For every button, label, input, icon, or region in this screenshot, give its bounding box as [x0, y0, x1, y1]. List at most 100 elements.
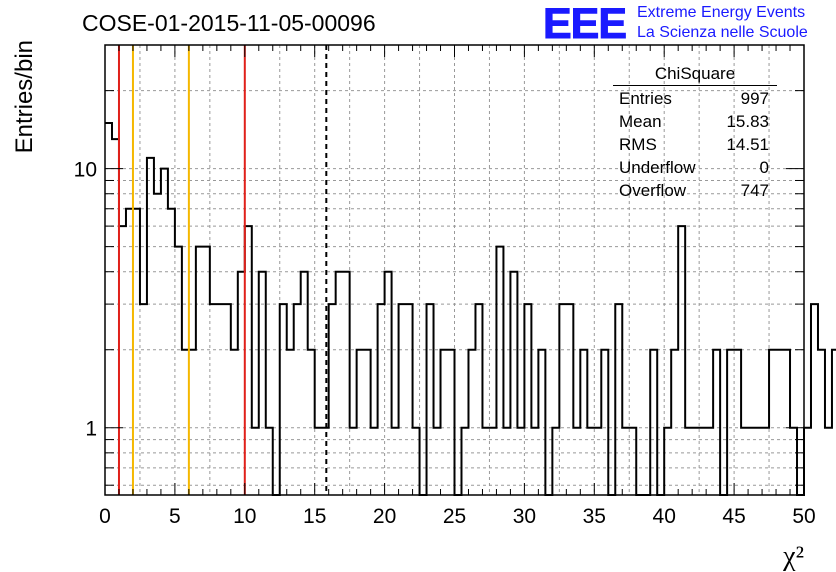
stats-box: ChiSquare Entries 997 Mean 15.83 RMS 14.… — [611, 64, 779, 202]
x-tick-label: 25 — [443, 505, 466, 528]
histogram-bin — [762, 428, 769, 495]
histogram-bin — [189, 350, 196, 495]
histogram-bin — [350, 428, 357, 495]
histogram-bin — [294, 304, 301, 495]
x-tick-label: 10 — [233, 505, 256, 528]
histogram-bin — [336, 272, 343, 495]
stats-label: Overflow — [619, 181, 687, 200]
histogram-bin — [573, 428, 580, 495]
histogram-bin — [259, 272, 266, 495]
histogram-bin — [357, 350, 364, 495]
x-tick-label: 20 — [373, 505, 396, 528]
histogram-bin — [126, 209, 133, 495]
stats-value: 15.83 — [726, 112, 769, 131]
histogram-bin — [175, 247, 182, 495]
histogram-bin — [385, 272, 392, 495]
axis-ticks — [104, 44, 805, 495]
histogram-bin — [671, 350, 678, 495]
histogram-bin — [678, 226, 685, 495]
stats-row-overflow: Overflow 747 — [611, 179, 779, 202]
histogram-bin — [119, 226, 126, 495]
stats-label: Mean — [619, 112, 662, 131]
y-axis-title: Entries/bin — [11, 40, 38, 153]
histogram-bin — [329, 304, 336, 495]
stats-row-entries: Entries 997 — [611, 87, 779, 110]
histogram-bin — [427, 304, 434, 495]
histogram-bin — [147, 158, 154, 495]
x-tick-label: 50 — [792, 505, 815, 528]
logo-line-2: La Scienza nelle Scuole — [637, 24, 808, 41]
histogram-bin — [371, 428, 378, 495]
histogram-bin — [413, 428, 420, 495]
histogram-bin — [818, 350, 825, 495]
histogram-bin — [699, 428, 706, 495]
y-tick-label: 10 — [74, 159, 97, 182]
histogram-bin — [748, 428, 755, 495]
histogram-bin — [378, 304, 385, 495]
histogram-bin — [399, 304, 406, 495]
histogram-series — [105, 121, 836, 496]
histogram-bin — [238, 272, 245, 495]
histogram-bin — [538, 350, 545, 495]
x-axis-title: χ² — [782, 541, 804, 572]
histogram-bin — [727, 350, 734, 495]
histogram-bin — [245, 226, 252, 495]
stats-label: RMS — [619, 135, 657, 154]
stats-title: ChiSquare — [613, 64, 777, 86]
histogram-bin — [594, 428, 601, 495]
histogram-bin — [482, 428, 489, 495]
histogram-bin — [692, 428, 699, 495]
histogram-bin — [434, 428, 441, 495]
histogram-bin — [706, 428, 713, 495]
stats-value: 997 — [740, 89, 769, 108]
histogram-bin — [224, 304, 231, 495]
histogram-bin — [196, 247, 203, 495]
histogram-bin — [615, 304, 622, 495]
histogram-bin — [650, 350, 657, 495]
histogram-bin — [133, 209, 140, 495]
histogram-bin — [322, 428, 329, 495]
histogram-bin — [140, 304, 147, 495]
stats-row-rms: RMS 14.51 — [611, 133, 779, 156]
histogram-bin — [315, 428, 322, 495]
histogram-bin — [755, 428, 762, 495]
histogram-bin — [210, 304, 217, 495]
x-tick-label: 5 — [169, 505, 181, 528]
histogram-bin — [811, 304, 818, 495]
stats-label: Underflow — [619, 158, 696, 177]
histogram-bin — [301, 272, 308, 495]
histogram-bin — [622, 428, 629, 495]
histogram-bin — [182, 350, 189, 495]
histogram-bin — [441, 350, 448, 495]
histogram-bin — [266, 428, 273, 495]
histogram-bin — [587, 428, 594, 495]
histogram-bin — [685, 428, 692, 495]
x-tick-label: 40 — [653, 505, 676, 528]
stats-value: 0 — [759, 158, 769, 177]
histogram-bin — [468, 350, 475, 495]
histogram-bin — [489, 428, 496, 495]
logo-mark: EEE — [542, 0, 627, 48]
x-tick-label: 30 — [513, 505, 536, 528]
histogram-bin — [734, 350, 741, 495]
histogram-bin — [566, 304, 573, 495]
stats-label: Entries — [619, 89, 672, 108]
histogram-bin — [392, 428, 399, 495]
stats-value: 747 — [740, 181, 769, 200]
histogram-line — [105, 121, 836, 496]
histogram-bin — [510, 272, 517, 495]
histogram-bin — [161, 169, 168, 495]
histogram-bin — [825, 428, 832, 495]
histogram-bin — [503, 428, 510, 495]
histogram-bin — [475, 304, 482, 495]
histogram-bin — [168, 209, 175, 495]
histogram-bin — [287, 350, 294, 495]
histogram-bin — [741, 428, 748, 495]
histogram-bin — [252, 428, 259, 495]
histogram-bin — [364, 350, 371, 495]
histogram-bin — [832, 350, 836, 495]
histogram-bin — [552, 428, 559, 495]
histogram-bin — [448, 350, 455, 495]
